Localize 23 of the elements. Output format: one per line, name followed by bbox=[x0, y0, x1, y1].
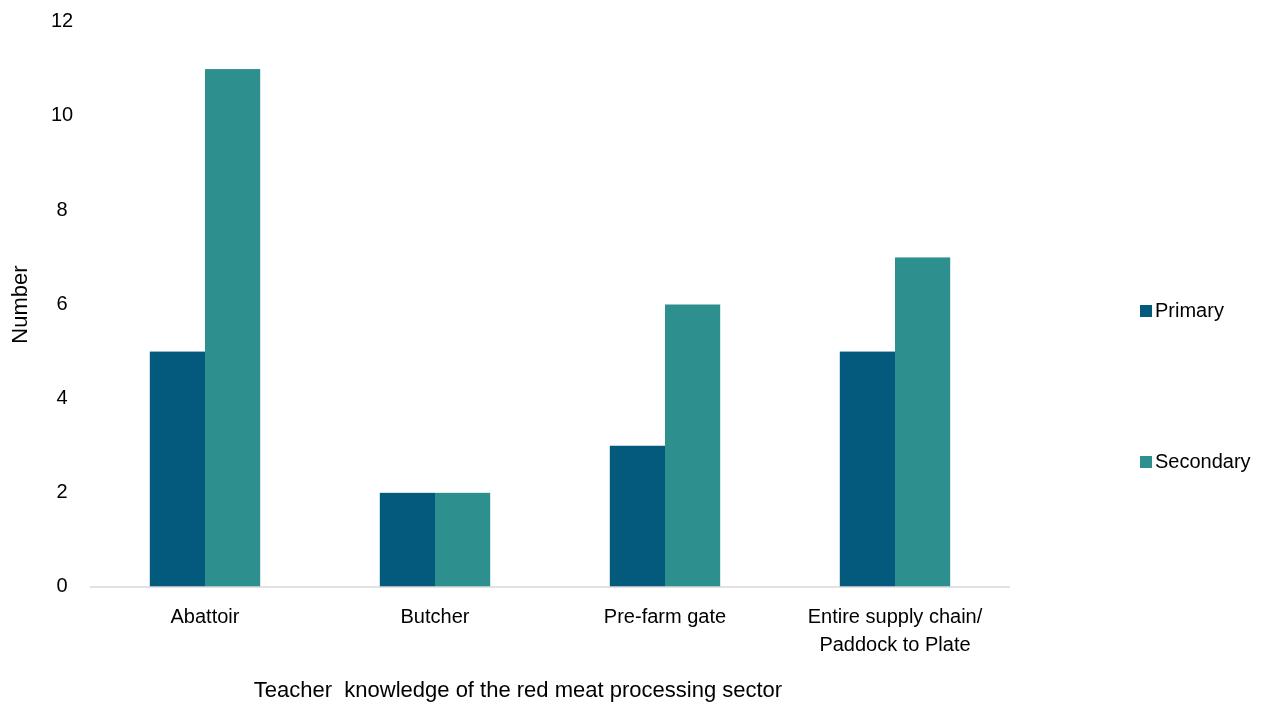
bar bbox=[839, 351, 895, 587]
x-tick-label: Butcher bbox=[400, 605, 470, 627]
bar bbox=[665, 304, 721, 587]
bar bbox=[435, 492, 491, 587]
legend-label: Secondary bbox=[1155, 450, 1251, 473]
bar bbox=[205, 69, 261, 587]
x-tick-label: Entire supply chain/ Paddock to Plate bbox=[807, 605, 983, 655]
legend-label: Primary bbox=[1155, 299, 1224, 322]
bar bbox=[609, 445, 665, 587]
y-tick-label: 10 bbox=[50, 103, 74, 126]
bar bbox=[895, 257, 951, 587]
y-tick-label: 12 bbox=[50, 9, 74, 32]
y-axis-title: Number bbox=[7, 265, 32, 344]
y-tick-label: 2 bbox=[56, 480, 68, 503]
x-tick-label: Abattoir bbox=[170, 605, 240, 627]
x-axis-title: Teacher knowledge of the red meat processing sector bbox=[253, 677, 783, 702]
x-tick-label: Pre-farm gate bbox=[603, 605, 727, 627]
bar bbox=[149, 351, 205, 587]
y-tick-label: 6 bbox=[56, 291, 68, 314]
bar bbox=[379, 492, 435, 587]
y-tick-label: 8 bbox=[56, 197, 68, 220]
y-tick-label: 4 bbox=[56, 385, 68, 408]
y-tick-label: 0 bbox=[56, 574, 68, 597]
